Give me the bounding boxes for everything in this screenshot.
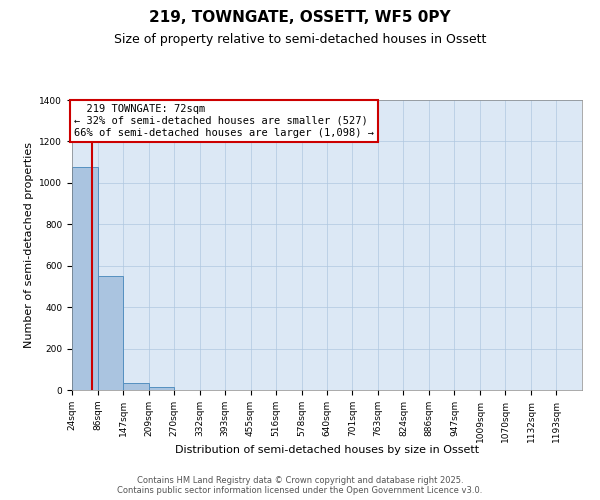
Bar [72, 168, 98, 390]
Text: 219 TOWNGATE: 72sqm
← 32% of semi-detached houses are smaller (527)
66% of semi-: 219 TOWNGATE: 72sqm ← 32% of semi-detach… [74, 104, 374, 138]
Bar [123, 383, 149, 390]
Text: Contains HM Land Registry data © Crown copyright and database right 2025.
Contai: Contains HM Land Registry data © Crown c… [118, 476, 482, 495]
Text: 219, TOWNGATE, OSSETT, WF5 0PY: 219, TOWNGATE, OSSETT, WF5 0PY [149, 10, 451, 25]
Y-axis label: Number of semi-detached properties: Number of semi-detached properties [24, 142, 34, 348]
X-axis label: Distribution of semi-detached houses by size in Ossett: Distribution of semi-detached houses by … [175, 444, 479, 454]
Bar [149, 387, 174, 390]
Bar [98, 276, 123, 390]
Text: Size of property relative to semi-detached houses in Ossett: Size of property relative to semi-detach… [114, 32, 486, 46]
